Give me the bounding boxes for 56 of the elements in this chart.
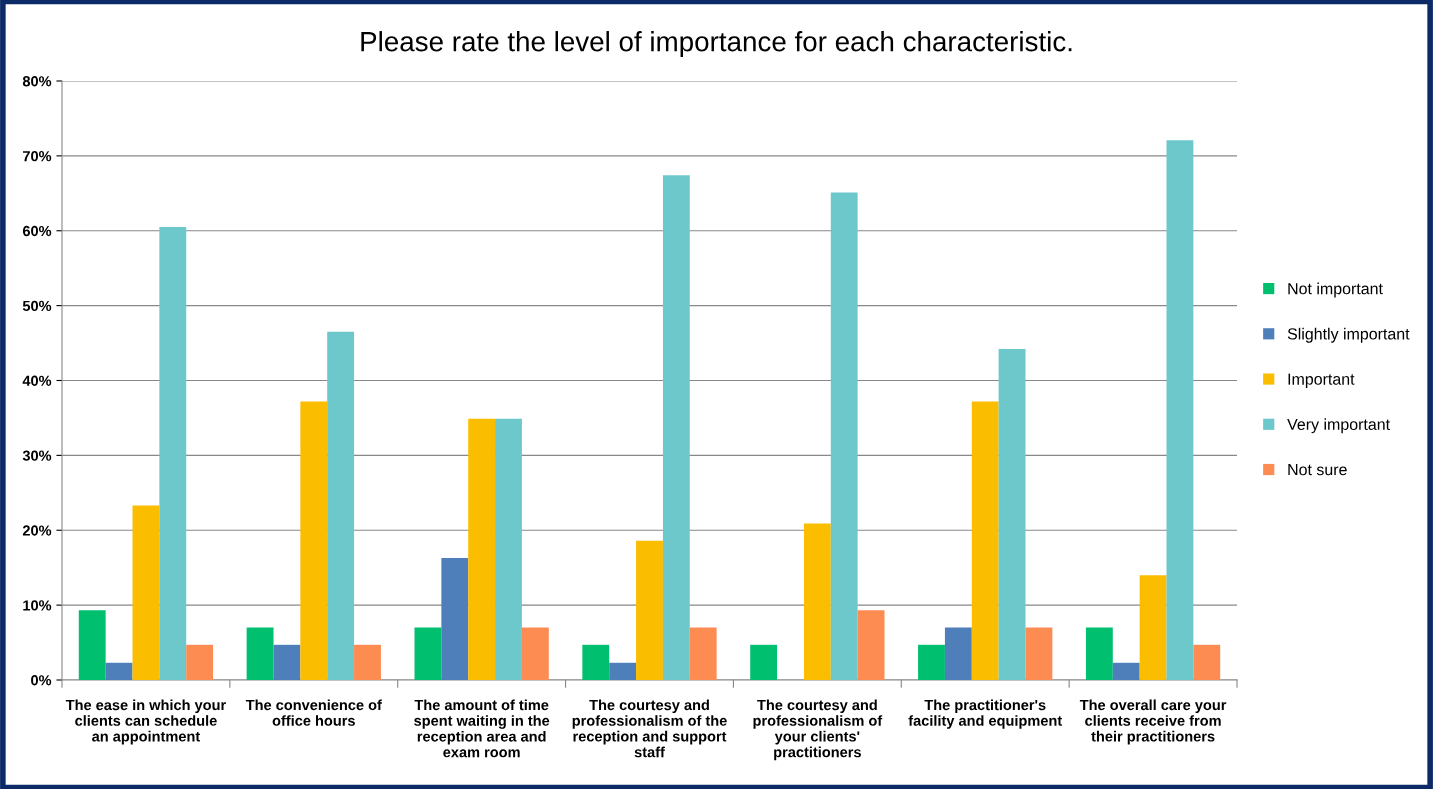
bar (609, 662, 637, 680)
y-tick-label: 40% (22, 375, 52, 386)
x-tick-label: The practitioner's facility and equipment (908, 699, 1063, 729)
y-tick-label: 50% (22, 300, 52, 312)
y-tick-label: 0% (31, 675, 52, 686)
bar (1025, 627, 1053, 680)
x-tick-label: The amount of time spent waiting in the reception area and exam room (414, 699, 550, 758)
y-tick-label: 10% (23, 600, 52, 611)
bar (1085, 627, 1113, 680)
bar (273, 644, 301, 680)
legend-label: Very important (1287, 418, 1390, 434)
legend-label: Slightly important (1287, 327, 1410, 343)
bar (636, 540, 663, 680)
legend-label: Important (1288, 373, 1355, 388)
bar (441, 557, 469, 680)
bar (78, 610, 106, 680)
bar (582, 644, 610, 680)
legend-label: Not sure (1288, 464, 1347, 476)
bar (521, 627, 549, 680)
legend-label: Not important (1288, 282, 1383, 298)
chart-title: Please rate the level of importance for each characteristic. (361, 31, 1072, 57)
bar (1139, 575, 1167, 680)
bar (689, 627, 717, 680)
bar (1112, 662, 1140, 680)
bar (1166, 140, 1194, 680)
y-tick-label: 80% (22, 76, 52, 87)
bar (971, 401, 999, 680)
bar (918, 644, 945, 680)
y-tick-label: 20% (22, 525, 52, 536)
bar (830, 192, 858, 680)
bar (354, 644, 381, 680)
y-tick-label: 30% (22, 450, 52, 461)
x-tick-label: The convenience of office hours (245, 699, 382, 726)
bar (414, 627, 442, 680)
bar (857, 610, 885, 680)
bar (1193, 644, 1221, 680)
x-tick-label: The courtesy and professionalism of your clients' practitioners (753, 699, 883, 761)
bar (159, 227, 187, 680)
bar (944, 627, 972, 680)
x-tick-label: The overall care your clients receive from their practitioners (1079, 699, 1227, 745)
bar (105, 662, 133, 680)
y-tick-label: 60% (22, 225, 52, 237)
bar (803, 523, 831, 680)
bar (998, 349, 1026, 680)
bar (662, 175, 690, 680)
y-tick-label: 70% (23, 150, 52, 162)
bar (495, 418, 522, 680)
x-tick-label: The courtesy and professionalism of the reception and support staff (572, 699, 727, 758)
bar (327, 331, 355, 680)
x-tick-label: The ease in which your clients can schedule an appointment (65, 699, 226, 745)
bar (246, 627, 274, 680)
bar (186, 644, 214, 680)
bar (132, 505, 160, 680)
bar (468, 418, 496, 680)
bar (750, 644, 778, 680)
bar (300, 401, 328, 680)
